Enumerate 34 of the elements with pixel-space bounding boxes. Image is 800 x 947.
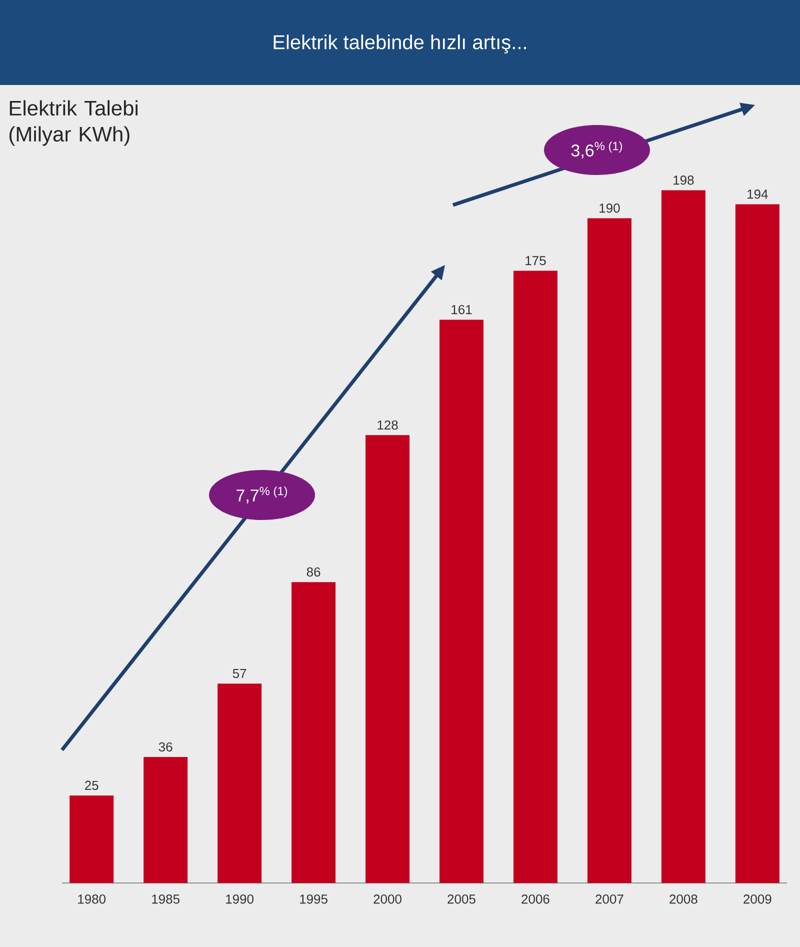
bar	[144, 757, 188, 883]
bar	[587, 218, 632, 883]
x-tick-label: 2008	[670, 894, 698, 904]
data-label: 194	[748, 190, 768, 199]
bar	[292, 582, 336, 883]
x-tick-label: 2000	[374, 894, 402, 904]
data-label: 175	[526, 256, 546, 266]
data-label: 198	[674, 176, 694, 185]
bar	[70, 796, 114, 883]
bar	[366, 435, 410, 883]
chart-title: Elektrik talebinde hızlı artış...	[274, 34, 526, 54]
data-label: 36	[158, 742, 172, 752]
x-tick-label: 2005	[448, 894, 476, 904]
x-tick-label: 1980	[78, 894, 106, 904]
data-label: 161	[452, 304, 472, 314]
data-label: 190	[600, 204, 620, 213]
bar	[661, 190, 706, 883]
text: 3,6$^{% (1)}$	[571, 141, 622, 159]
bar	[439, 320, 484, 883]
x-tick-label: 2009	[744, 894, 772, 904]
bar	[735, 204, 780, 883]
x-tick-label: 1985	[152, 894, 180, 904]
data-label: 86	[306, 567, 320, 577]
x-tick-label: 1995	[300, 894, 328, 904]
data-label: 57	[232, 668, 246, 678]
data-label: 128	[378, 420, 398, 430]
bar	[218, 684, 262, 883]
x-tick-label: 2006	[522, 894, 550, 904]
y-axis-title: Elektrik Talebi (Milyar KWh)	[9, 100, 138, 146]
data-label: 25	[85, 780, 98, 790]
annotation: 7,7$^{% (1)}$	[236, 486, 288, 504]
x-tick-label: 1990	[226, 894, 254, 904]
x-tick-label: 2007	[596, 894, 624, 904]
bar	[513, 270, 558, 883]
